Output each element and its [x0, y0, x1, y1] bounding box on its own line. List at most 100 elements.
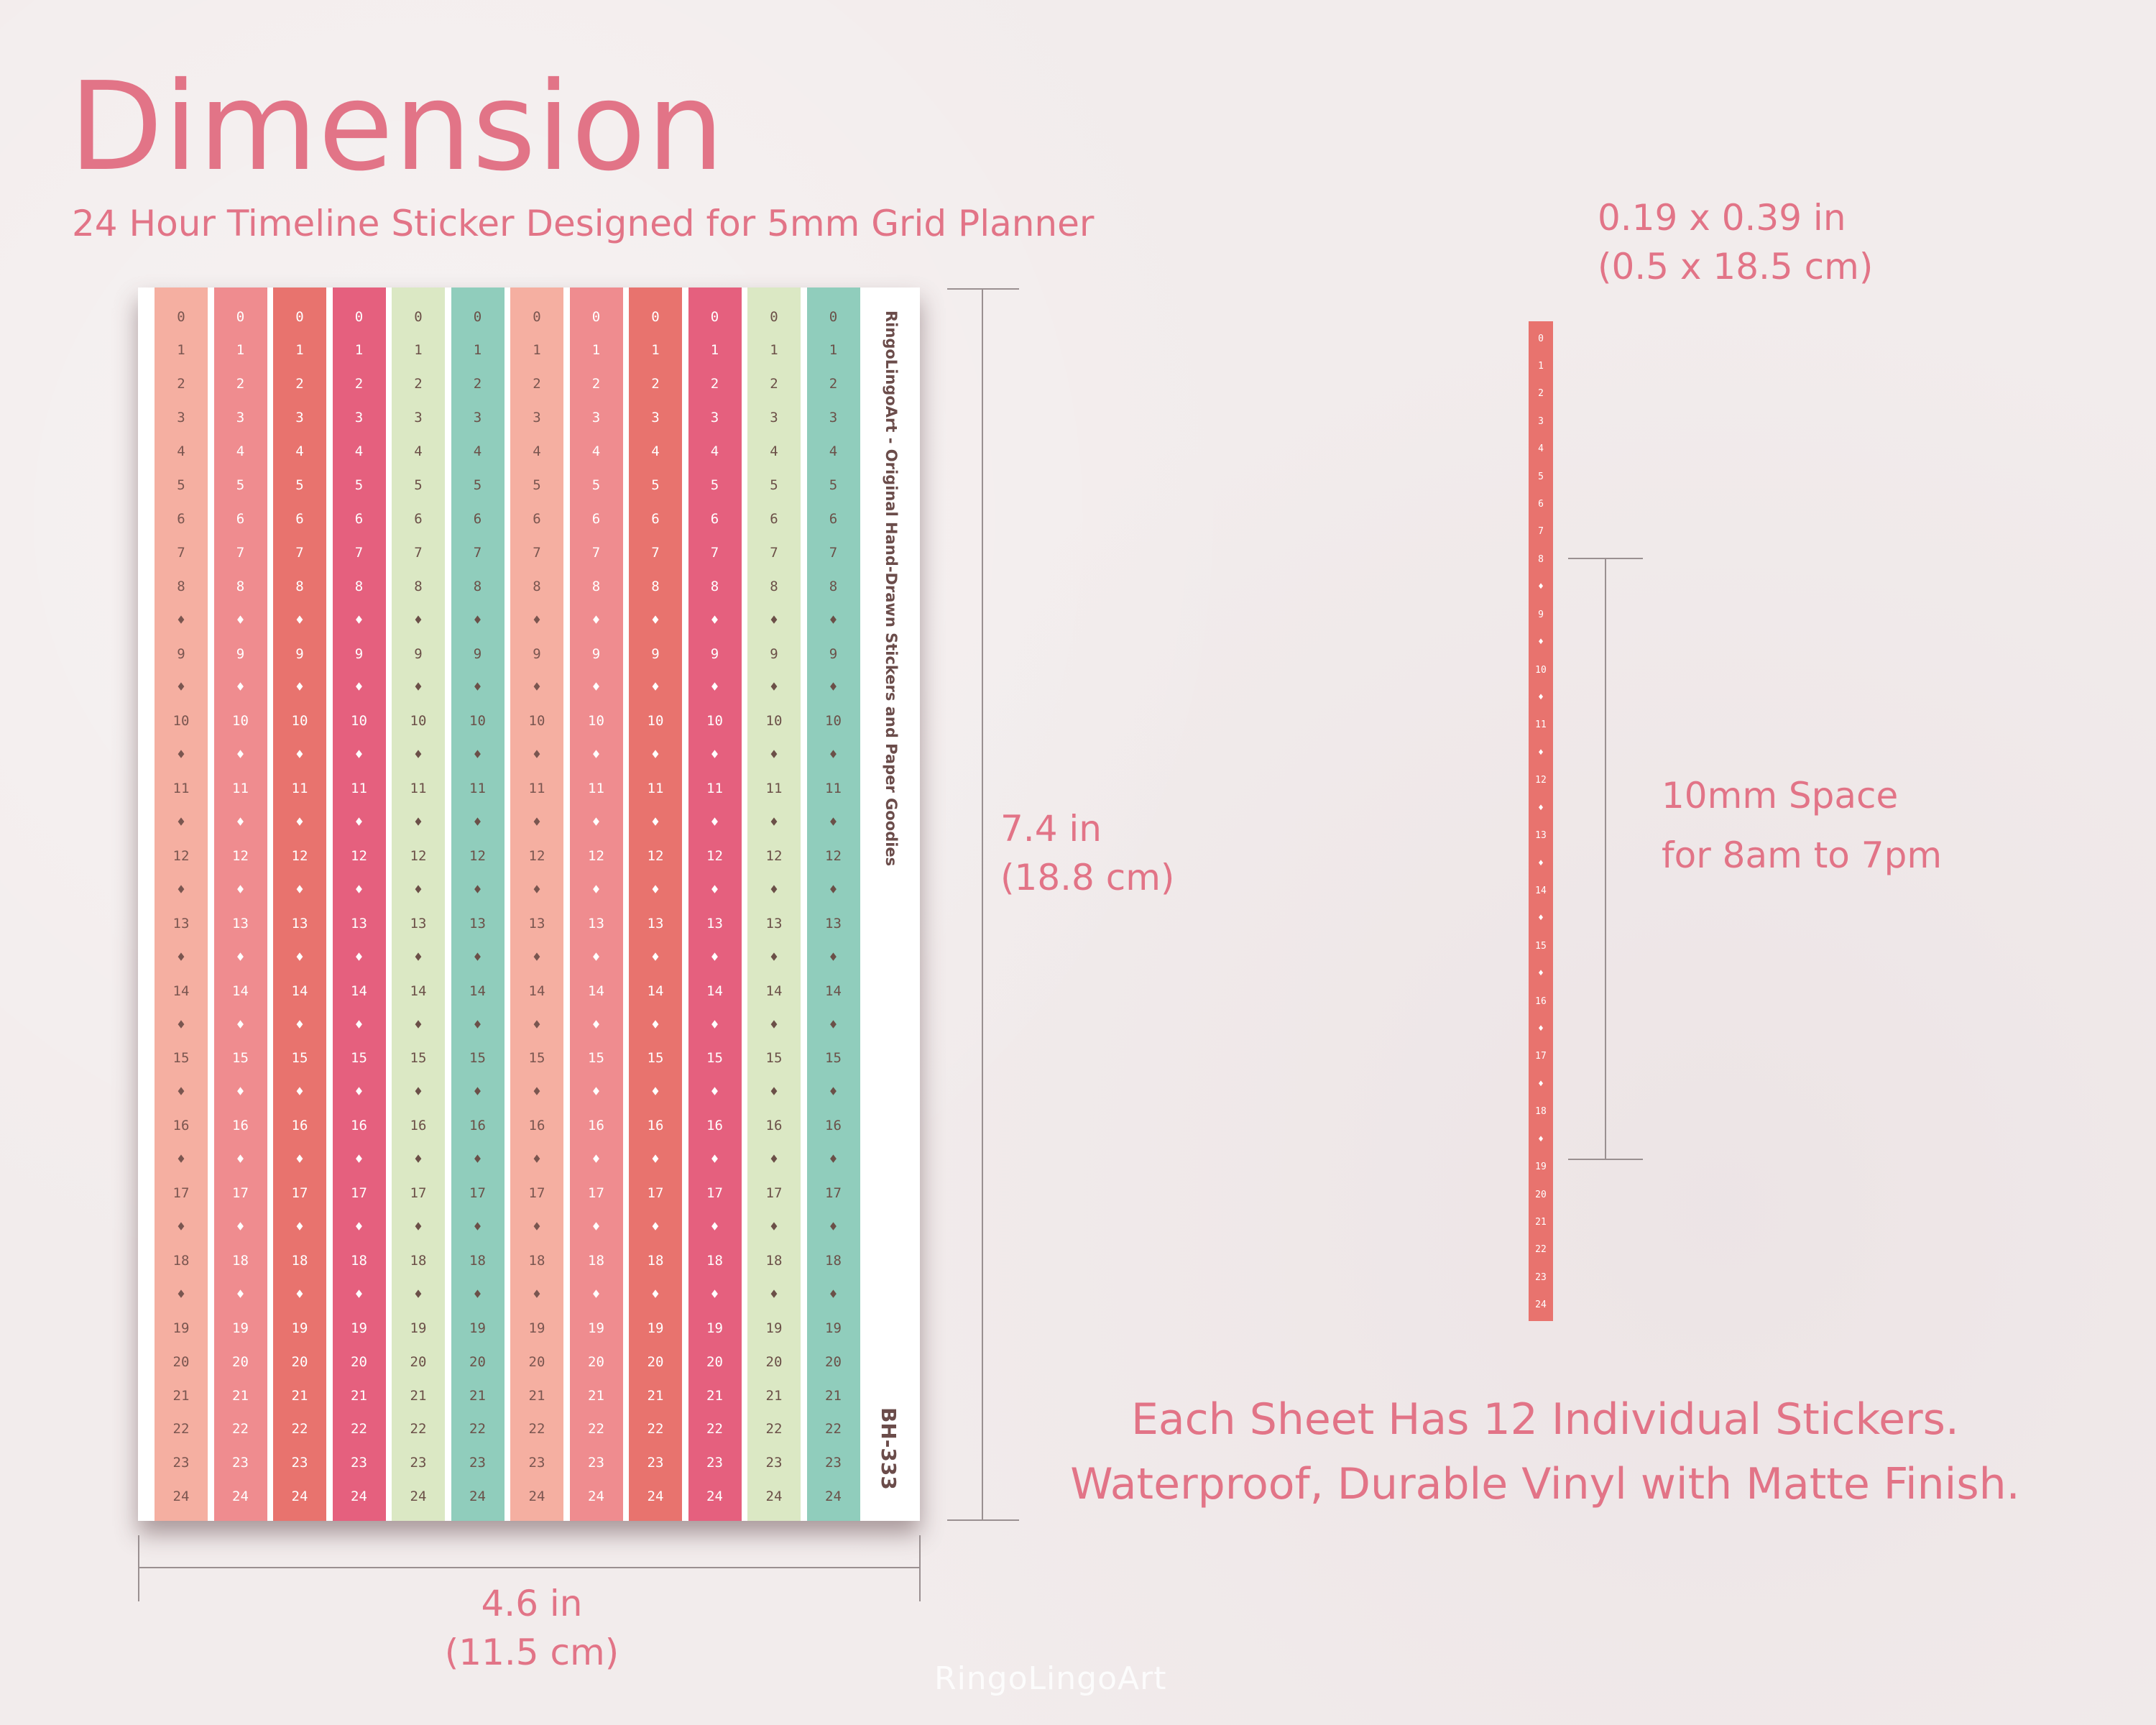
hour-tick: 13 [291, 915, 308, 932]
single-sticker: 0 1 2 3 4 5 6 7 8 ♦ 9 ♦ 10 ♦ 11 ♦ 12 ♦ 13 ♦ 14 ♦ 15 ♦ 16 ♦ 17 ♦ 18 ♦ 1… [1529, 321, 1553, 1321]
hour-tick: 19 [765, 1320, 783, 1336]
hour-tick: 0 [473, 308, 482, 325]
hour-tick: ♦ [473, 1286, 482, 1302]
hour-tick: 9 [177, 645, 185, 662]
hour-tick: 17 [765, 1185, 783, 1202]
hour-tick: 13 [172, 915, 190, 932]
hour-tick: 16 [469, 1118, 486, 1134]
hour-tick: 6 [414, 510, 423, 527]
hour-tick: ♦ [354, 881, 364, 898]
hour-tick: 2 [533, 376, 541, 392]
hour-tick: ♦ [710, 679, 719, 696]
hour-tick: 10 [351, 713, 367, 730]
hour-tick: 11 [765, 781, 783, 797]
timeline-sticker-strip: 0 1 2 3 4 5 6 7 8 ♦ 9 ♦ 10 ♦ 11 ♦ 12 ♦ 13 ♦ 14 ♦ 15 ♦ 16 ♦ 17 ♦ 18 ♦ 1… [747, 288, 801, 1521]
height-label-inches: 7.4 in [1000, 808, 1102, 850]
hour-tick: 13 [351, 915, 367, 932]
hour-tick: ♦ [177, 679, 185, 696]
hour-tick: ♦ [414, 612, 423, 628]
hour-tick: ♦ [177, 1286, 185, 1302]
hour-tick: ♦ [236, 1016, 245, 1033]
hour-tick: ♦ [414, 814, 423, 831]
hour-tick: ♦ [829, 881, 838, 898]
hour-tick: 22 [528, 1421, 545, 1438]
single-sticker-hour-tick: ♦ [1538, 581, 1544, 593]
hour-tick: 2 [236, 376, 245, 392]
hour-tick: 5 [177, 477, 185, 494]
hour-tick: ♦ [473, 814, 482, 831]
hour-tick: 23 [232, 1455, 249, 1471]
hour-tick: 18 [528, 1252, 545, 1269]
hour-tick: 13 [706, 915, 723, 932]
hour-tick: 11 [172, 781, 190, 797]
timeline-sticker-strip: 0 1 2 3 4 5 6 7 8 ♦ 9 ♦ 10 ♦ 11 ♦ 12 ♦ 13 ♦ 14 ♦ 15 ♦ 16 ♦ 17 ♦ 18 ♦ 1… [213, 288, 267, 1521]
hour-tick: ♦ [770, 1218, 778, 1235]
hour-tick: ♦ [473, 1084, 482, 1100]
hour-tick: 8 [770, 578, 778, 594]
hour-tick: 9 [651, 645, 660, 662]
hour-tick: ♦ [295, 814, 304, 831]
hour-tick: 14 [706, 983, 723, 999]
hour-tick: ♦ [591, 1016, 601, 1033]
hour-tick: 12 [469, 848, 486, 864]
hour-tick: 6 [295, 510, 304, 527]
hour-tick: 8 [710, 578, 719, 594]
hour-tick: 3 [829, 410, 838, 426]
hour-tick: ♦ [236, 814, 245, 831]
hour-tick: ♦ [829, 1016, 838, 1033]
hour-tick: ♦ [651, 1151, 660, 1168]
hour-tick: 17 [351, 1185, 367, 1202]
single-sticker-hour-tick: 12 [1535, 775, 1547, 786]
hour-tick: 16 [232, 1118, 249, 1134]
hour-tick: ♦ [651, 1218, 660, 1235]
hour-tick: 18 [647, 1252, 664, 1269]
hour-tick: 20 [647, 1353, 664, 1370]
single-sticker-hour-tick: 17 [1535, 1051, 1547, 1062]
hour-tick: 21 [825, 1387, 842, 1404]
space-note-line1: 10mm Space [1662, 775, 1899, 816]
single-sticker-hour-tick: 21 [1535, 1217, 1547, 1228]
hour-tick: 15 [172, 1050, 190, 1067]
hour-tick: 0 [177, 308, 185, 325]
single-sticker-hour-tick: 1 [1538, 360, 1544, 372]
hour-tick: 5 [533, 477, 541, 494]
features-line2: Waterproof, Durable Vinyl with Matte Fin… [1070, 1459, 2020, 1509]
sheet-code: BH-333 [877, 1407, 900, 1490]
hour-tick: 4 [770, 443, 778, 460]
hour-tick: 16 [588, 1118, 604, 1134]
hour-tick: ♦ [414, 747, 423, 763]
hour-tick: ♦ [414, 679, 423, 696]
timeline-sticker-strip: 0 1 2 3 4 5 6 7 8 ♦ 9 ♦ 10 ♦ 11 ♦ 12 ♦ 13 ♦ 14 ♦ 15 ♦ 16 ♦ 17 ♦ 18 ♦ 1… [332, 288, 386, 1521]
hour-tick: ♦ [770, 1084, 778, 1100]
hour-tick: 14 [765, 983, 783, 999]
hour-tick: 19 [706, 1320, 723, 1336]
hour-tick: ♦ [414, 881, 423, 898]
hour-tick: ♦ [651, 679, 660, 696]
hour-tick: 4 [651, 443, 660, 460]
hour-tick: ♦ [710, 612, 719, 628]
hour-tick: 8 [651, 578, 660, 594]
hour-tick: ♦ [829, 1286, 838, 1302]
hour-tick: 3 [354, 410, 364, 426]
hour-tick: 9 [533, 645, 541, 662]
single-sticker-hour-tick: 5 [1538, 471, 1544, 482]
hour-tick: 23 [351, 1455, 367, 1471]
hour-tick: 21 [351, 1387, 367, 1404]
hour-tick: ♦ [236, 949, 245, 965]
hour-tick: 12 [291, 848, 308, 864]
hour-tick: 16 [706, 1118, 723, 1134]
hour-tick: 9 [710, 645, 719, 662]
hour-tick: 8 [295, 578, 304, 594]
hour-tick: 2 [770, 376, 778, 392]
hour-tick: ♦ [177, 949, 185, 965]
hour-tick: ♦ [354, 1084, 364, 1100]
hour-tick: 24 [706, 1489, 723, 1505]
hour-tick: 0 [829, 308, 838, 325]
hour-tick: 1 [236, 342, 245, 359]
hour-tick: 17 [232, 1185, 249, 1202]
hour-tick: ♦ [533, 1218, 541, 1235]
hour-tick: 14 [410, 983, 427, 999]
hour-tick: 23 [825, 1455, 842, 1471]
hour-tick: ♦ [236, 679, 245, 696]
hour-tick: 19 [469, 1320, 486, 1336]
